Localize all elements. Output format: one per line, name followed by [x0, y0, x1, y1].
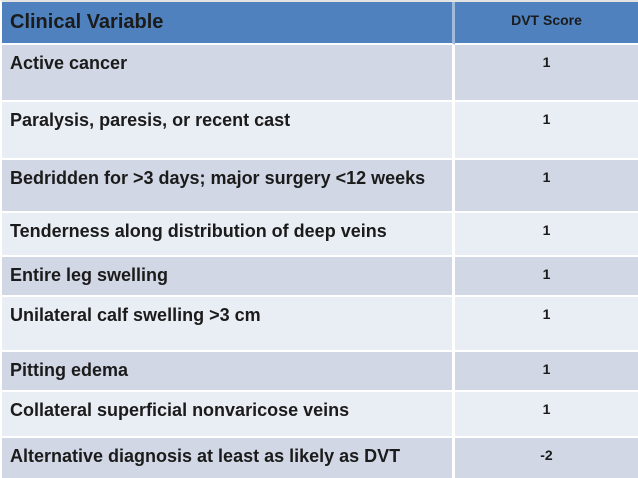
- table-body: Active cancer 1 Paralysis, paresis, or r…: [2, 45, 638, 478]
- dvt-score-cell: 1: [455, 213, 638, 257]
- clinical-variable-cell: Pitting edema: [2, 352, 455, 392]
- table-row: Pitting edema 1: [2, 352, 638, 392]
- dvt-score-cell: 1: [455, 392, 638, 438]
- dvt-score-cell: 1: [455, 352, 638, 392]
- clinical-variable-cell: Bedridden for >3 days; major surgery <12…: [2, 160, 455, 213]
- dvt-score-cell: 1: [455, 160, 638, 213]
- dvt-score-cell: 1: [455, 297, 638, 352]
- table-row: Bedridden for >3 days; major surgery <12…: [2, 160, 638, 213]
- dvt-score-cell: 1: [455, 102, 638, 160]
- table-row: Active cancer 1: [2, 45, 638, 102]
- table-header: Clinical Variable DVT Score: [2, 2, 638, 45]
- clinical-variable-cell: Active cancer: [2, 45, 455, 102]
- clinical-variable-cell: Collateral superficial nonvaricose veins: [2, 392, 455, 438]
- table-row: Entire leg swelling 1: [2, 257, 638, 297]
- header-dvt-score: DVT Score: [455, 2, 638, 45]
- dvt-score-cell: -2: [455, 438, 638, 478]
- header-clinical-variable: Clinical Variable: [2, 2, 455, 45]
- dvt-score-cell: 1: [455, 257, 638, 297]
- header-row: Clinical Variable DVT Score: [2, 2, 638, 45]
- table-row: Alternative diagnosis at least as likely…: [2, 438, 638, 478]
- clinical-variable-cell: Tenderness along distribution of deep ve…: [2, 213, 455, 257]
- clinical-variable-cell: Unilateral calf swelling >3 cm: [2, 297, 455, 352]
- table-row: Paralysis, paresis, or recent cast 1: [2, 102, 638, 160]
- clinical-variable-cell: Paralysis, paresis, or recent cast: [2, 102, 455, 160]
- clinical-variable-cell: Alternative diagnosis at least as likely…: [2, 438, 455, 478]
- table-row: Tenderness along distribution of deep ve…: [2, 213, 638, 257]
- clinical-variable-cell: Entire leg swelling: [2, 257, 455, 297]
- table-row: Collateral superficial nonvaricose veins…: [2, 392, 638, 438]
- dvt-score-cell: 1: [455, 45, 638, 102]
- table-row: Unilateral calf swelling >3 cm 1: [2, 297, 638, 352]
